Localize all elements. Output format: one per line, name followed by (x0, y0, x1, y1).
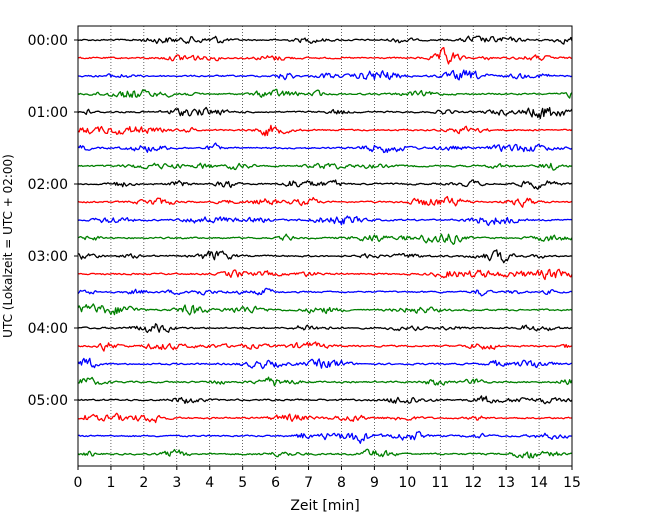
x-tick-label: 10 (398, 475, 416, 491)
y-tick-label: 02:00 (28, 177, 68, 193)
y-tick-label: 01:00 (28, 105, 68, 121)
seismic-trace (77, 249, 573, 264)
seismic-trace (77, 69, 573, 81)
seismic-trace (77, 430, 573, 444)
seismic-trace (77, 215, 573, 227)
x-tick-label: 4 (205, 475, 214, 491)
seismic-trace (77, 46, 573, 65)
seismic-trace (77, 412, 573, 424)
seismic-trace (77, 395, 573, 405)
seismic-trace (77, 106, 573, 120)
y-tick-label: 00:00 (28, 33, 68, 49)
trace-lines (77, 35, 573, 459)
x-tick-label: 2 (139, 475, 148, 491)
x-tick-label: 1 (106, 475, 115, 491)
x-axis: 0 1 2 3 4 5 6 7 8 9 10 11 12 13 14 15 (74, 466, 581, 491)
seismic-trace (77, 303, 573, 316)
seismic-trace (77, 448, 573, 459)
seismic-trace (77, 179, 573, 190)
x-tick-label: 11 (431, 475, 449, 491)
y-tick-label: 04:00 (28, 321, 68, 337)
seismic-trace (77, 268, 573, 281)
seismic-trace (77, 287, 573, 297)
seismic-trace (77, 323, 573, 334)
seismic-trace (77, 195, 573, 208)
x-tick-label: 9 (370, 475, 379, 491)
x-tick-label: 8 (337, 475, 346, 491)
seismic-trace (77, 233, 573, 245)
seismic-trace (77, 376, 573, 387)
y-tick-label: 03:00 (28, 249, 68, 265)
x-tick-label: 5 (238, 475, 247, 491)
y-axis: 00:00 01:00 02:00 03:00 04:00 05:00 (28, 33, 78, 409)
x-tick-label: 15 (563, 475, 581, 491)
x-tick-label: 13 (497, 475, 515, 491)
seismic-trace (77, 341, 573, 352)
x-tick-label: 7 (304, 475, 313, 491)
x-gridlines (110, 26, 540, 466)
seismic-trace (77, 88, 573, 99)
seismic-trace (77, 142, 573, 154)
seismic-trace (77, 162, 573, 171)
seismic-trace (77, 124, 573, 137)
x-tick-label: 14 (530, 475, 548, 491)
x-tick-label: 0 (74, 475, 83, 491)
y-axis-label: UTC (Lokalzeit = UTC + 02:00) (1, 154, 15, 338)
y-tick-label: 05:00 (28, 393, 68, 409)
plot-frame (77, 25, 573, 467)
x-tick-label: 3 (172, 475, 181, 491)
x-tick-label: 6 (271, 475, 280, 491)
seismic-trace (77, 35, 573, 45)
seismic-trace (77, 357, 573, 370)
x-tick-label: 12 (464, 475, 482, 491)
x-axis-label: Zeit [min] (290, 498, 359, 514)
